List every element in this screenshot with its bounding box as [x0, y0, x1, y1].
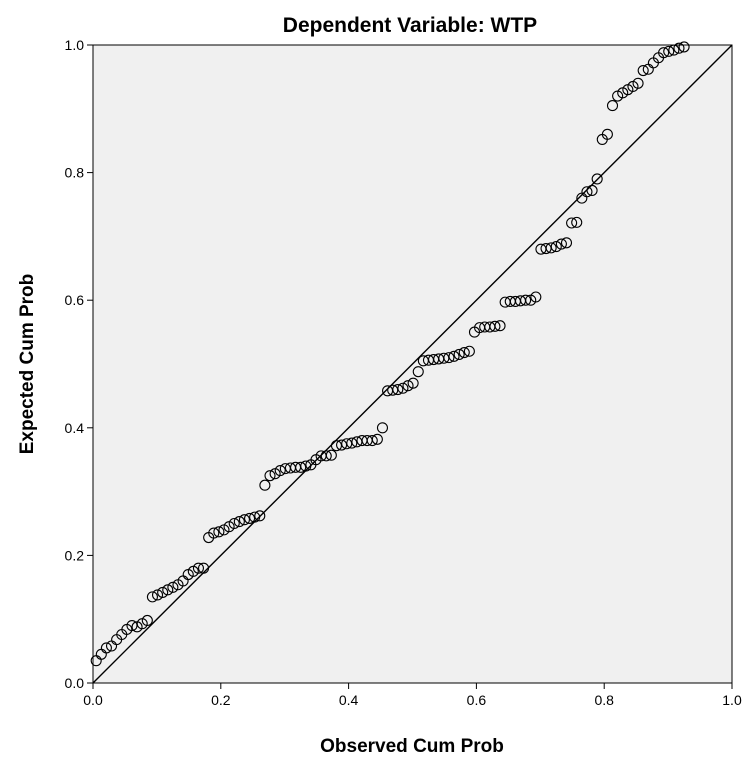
scatter-point: [637, 64, 649, 77]
scatter-point: [233, 516, 245, 528]
scatter-point: [157, 586, 169, 598]
scatter-point: [376, 422, 389, 434]
x-ticks: 0.0 0.2 0.4 0.6 0.8 1.0: [83, 683, 742, 708]
scatter-point: [581, 186, 593, 198]
scatter-point: [397, 382, 409, 394]
axes: [92, 45, 732, 684]
scatter-point: [632, 77, 644, 89]
scatter-point: [673, 42, 685, 54]
scatter-point: [458, 346, 470, 359]
scatter-point: [336, 439, 348, 451]
scatter-point: [494, 320, 506, 332]
scatter-point: [259, 479, 271, 491]
y-tick-label: 0.6: [65, 292, 85, 308]
x-tick-label: 0.2: [211, 692, 231, 708]
scatter-point: [586, 184, 598, 197]
scatter-point: [208, 527, 220, 539]
scatter-point: [407, 377, 419, 389]
x-axis-label: Observed Cum Prob: [320, 736, 504, 757]
scatter-point: [346, 437, 358, 449]
y-tick-label: 0.2: [65, 547, 85, 563]
scatter-point: [520, 294, 532, 306]
x-tick-label: 0.6: [467, 692, 487, 708]
scatter-point: [300, 460, 312, 472]
scatter-point: [238, 514, 250, 526]
scatter-point: [402, 380, 414, 392]
scatter-point: [571, 216, 583, 228]
y-axis-label: Expected Cum Prob: [17, 274, 38, 455]
scatter-point: [325, 449, 337, 461]
y-tick-label: 0.0: [65, 675, 85, 691]
y-tick-label: 0.8: [65, 165, 85, 181]
scatter-point: [663, 45, 675, 57]
scatter-point: [489, 320, 501, 332]
scatter-point: [295, 461, 307, 473]
x-tick-label: 1.0: [722, 692, 742, 708]
x-tick-label: 0.4: [339, 692, 359, 708]
scatter-point: [371, 433, 383, 445]
scatter-point: [387, 384, 399, 396]
scatter-point: [146, 591, 158, 603]
scatter-point: [412, 366, 424, 378]
scatter-point: [249, 511, 261, 523]
scatter-point: [453, 348, 465, 360]
scatter-point: [197, 562, 210, 574]
chart-title: Dependent Variable: WTP: [283, 14, 537, 37]
scatter-point: [126, 620, 138, 632]
x-tick-label: 0.8: [594, 692, 614, 708]
y-tick-label: 0.4: [65, 420, 85, 436]
scatter-point: [550, 241, 562, 253]
scatter-point: [566, 217, 578, 229]
scatter-point: [244, 512, 256, 524]
data-points: [90, 41, 690, 667]
scatter-point: [601, 128, 613, 140]
scatter-point: [463, 345, 475, 357]
scatter-point: [392, 383, 404, 396]
scatter-point: [264, 470, 276, 482]
scatter-point: [606, 100, 619, 112]
scatter-point: [591, 173, 603, 185]
scatter-point: [320, 450, 332, 462]
scatter-point: [555, 238, 567, 250]
scatter-point: [228, 517, 240, 530]
scatter-point: [167, 581, 179, 593]
scatter-point: [560, 237, 573, 249]
scatter-point: [668, 44, 680, 56]
y-ticks: 0.0 0.2 0.4 0.6 0.8 1.0: [65, 37, 93, 691]
scatter-point: [192, 562, 204, 574]
scatter-point: [678, 41, 690, 53]
x-tick-label: 0.0: [83, 692, 103, 708]
scatter-point: [330, 440, 343, 452]
scatter-point: [443, 352, 455, 364]
scatter-point: [141, 614, 153, 627]
scatter-point: [448, 350, 460, 362]
scatter-point: [254, 510, 266, 522]
scatter-point: [274, 464, 286, 477]
scatter-point: [151, 589, 164, 601]
scatter-point: [530, 291, 542, 303]
scatter-point: [658, 47, 670, 59]
scatter-point: [540, 242, 552, 255]
scatter-point: [545, 242, 557, 254]
scatter-point: [341, 438, 353, 450]
scatter-point: [213, 526, 225, 538]
scatter-point: [162, 584, 174, 596]
y-tick-label: 1.0: [65, 37, 85, 53]
scatter-point: [438, 352, 450, 364]
scatter-point: [100, 642, 112, 654]
scatter-point: [366, 435, 378, 447]
reference-line: [92, 44, 733, 684]
